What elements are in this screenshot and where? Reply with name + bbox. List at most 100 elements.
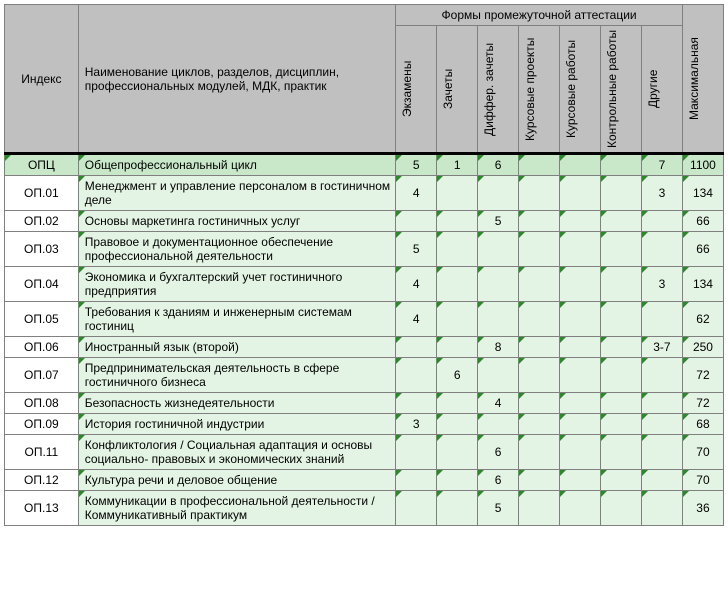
row-val-1 [437, 435, 478, 470]
header-index: Индекс [5, 5, 79, 154]
section-val-4 [560, 154, 601, 176]
table-row: ОП.02Основы маркетинга гостиничных услуг… [5, 211, 724, 232]
row-val-2 [478, 232, 519, 267]
row-val-7: 66 [682, 211, 723, 232]
row-val-0 [396, 211, 437, 232]
row-val-2: 5 [478, 491, 519, 526]
row-val-5 [601, 393, 642, 414]
table-row: ОП.13Коммуникации в профессиональной дея… [5, 491, 724, 526]
table-row: ОП.12Культура речи и деловое общение 6 70 [5, 470, 724, 491]
row-val-5 [601, 358, 642, 393]
row-val-6 [641, 470, 682, 491]
row-val-7: 72 [682, 358, 723, 393]
row-val-6 [641, 211, 682, 232]
header-col-4: Курсовые работы [560, 26, 601, 154]
row-val-0 [396, 337, 437, 358]
row-val-6 [641, 393, 682, 414]
row-val-0: 5 [396, 232, 437, 267]
row-val-1 [437, 393, 478, 414]
row-val-1 [437, 337, 478, 358]
row-val-0 [396, 358, 437, 393]
table-row: ОП.07Предпринимательская деятельность в … [5, 358, 724, 393]
row-val-5 [601, 232, 642, 267]
row-val-5 [601, 176, 642, 211]
section-name: Общепрофессиональный цикл [78, 154, 396, 176]
row-val-1 [437, 176, 478, 211]
header-col-7: Максимальная [682, 5, 723, 154]
row-val-5 [601, 337, 642, 358]
table-row: ОП.11Конфликтология / Социальная адаптац… [5, 435, 724, 470]
row-val-4 [560, 491, 601, 526]
row-idx: ОП.08 [5, 393, 79, 414]
row-val-3 [519, 358, 560, 393]
row-idx: ОП.03 [5, 232, 79, 267]
row-val-7: 134 [682, 267, 723, 302]
table-row: ОП.04Экономика и бухгалтерский учет гост… [5, 267, 724, 302]
row-val-7: 72 [682, 393, 723, 414]
row-val-1 [437, 232, 478, 267]
table-row: ОП.08Безопасность жизнедеятельности472 [5, 393, 724, 414]
row-val-3 [519, 176, 560, 211]
row-val-2 [478, 302, 519, 337]
section-val-7: 1100 [682, 154, 723, 176]
row-val-4 [560, 414, 601, 435]
row-val-6: 3 [641, 176, 682, 211]
table-row: ОП.05Требования к зданиям и инженерным с… [5, 302, 724, 337]
row-val-7: 70 [682, 470, 723, 491]
header-col-2: Диффер. зачеты [478, 26, 519, 154]
row-idx: ОП.13 [5, 491, 79, 526]
row-val-2: 6 [478, 435, 519, 470]
row-val-4 [560, 302, 601, 337]
row-name: История гостиничной индустрии [78, 414, 396, 435]
row-val-0: 4 [396, 302, 437, 337]
row-idx: ОП.02 [5, 211, 79, 232]
row-val-5 [601, 302, 642, 337]
row-val-2: 6 [478, 470, 519, 491]
row-val-0 [396, 491, 437, 526]
row-val-1 [437, 211, 478, 232]
row-name: Экономика и бухгалтерский учет гостиничн… [78, 267, 396, 302]
row-val-7: 36 [682, 491, 723, 526]
row-val-2 [478, 267, 519, 302]
row-val-4 [560, 176, 601, 211]
row-val-6: 3 [641, 267, 682, 302]
row-val-0: 4 [396, 176, 437, 211]
section-val-5 [601, 154, 642, 176]
row-val-5 [601, 267, 642, 302]
row-val-6 [641, 491, 682, 526]
header-name: Наименование циклов, разделов, дисциплин… [78, 5, 396, 154]
row-val-2 [478, 358, 519, 393]
row-idx: ОП.09 [5, 414, 79, 435]
row-val-5 [601, 414, 642, 435]
table-row: ОП.01Менеджмент и управление персоналом … [5, 176, 724, 211]
row-val-7: 134 [682, 176, 723, 211]
row-name: Требования к зданиям и инженерным систем… [78, 302, 396, 337]
row-val-2: 5 [478, 211, 519, 232]
header-col-5: Контрольные работы [601, 26, 642, 154]
row-name: Менеджмент и управление персоналом в гос… [78, 176, 396, 211]
row-val-7: 66 [682, 232, 723, 267]
row-idx: ОП.12 [5, 470, 79, 491]
row-val-7: 62 [682, 302, 723, 337]
row-val-7: 70 [682, 435, 723, 470]
table-row: ОП.03Правовое и документационное обеспеч… [5, 232, 724, 267]
row-name: Культура речи и деловое общение [78, 470, 396, 491]
row-name: Коммуникации в профессиональной деятельн… [78, 491, 396, 526]
row-val-3 [519, 337, 560, 358]
row-val-1 [437, 302, 478, 337]
row-val-4 [560, 393, 601, 414]
row-idx: ОП.11 [5, 435, 79, 470]
section-val-1: 1 [437, 154, 478, 176]
section-row: ОПЦОбщепрофессиональный цикл51671100 [5, 154, 724, 176]
row-val-0: 4 [396, 267, 437, 302]
row-val-5 [601, 211, 642, 232]
row-val-2 [478, 176, 519, 211]
row-val-3 [519, 470, 560, 491]
row-name: Предпринимательская деятельность в сфере… [78, 358, 396, 393]
header-col-6: Другие [641, 26, 682, 154]
row-val-1 [437, 491, 478, 526]
row-val-3 [519, 302, 560, 337]
row-val-3 [519, 414, 560, 435]
row-val-4 [560, 211, 601, 232]
row-idx: ОП.07 [5, 358, 79, 393]
